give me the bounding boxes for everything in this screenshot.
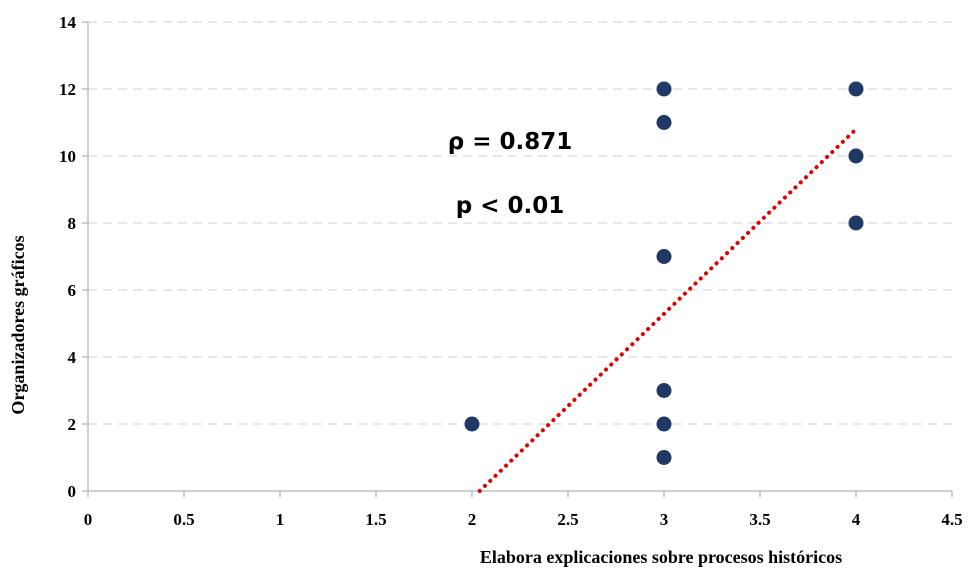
x-tick-label-7: 3.5 [749,510,770,529]
x-tick-label-4: 2 [468,510,477,529]
data-point-6 [656,450,672,465]
data-point-8 [848,148,864,164]
data-point-7 [848,81,864,97]
x-tick-label-3: 1.5 [365,510,386,529]
y-tick-label-7: 14 [59,13,77,32]
y-tick-label-0: 0 [68,482,77,501]
data-point-9 [848,215,864,231]
y-tick-label-2: 4 [68,348,77,367]
trendline [477,127,858,493]
x-tick-label-8: 4 [852,510,861,529]
annotation-rho: ρ = 0.871 [448,129,573,155]
data-point-0 [464,416,480,432]
x-tick-label-9: 4.5 [941,510,962,529]
y-tick-label-5: 10 [59,147,76,166]
y-tick-label-6: 12 [59,80,76,99]
trendline-layer [477,127,858,493]
y-tick-label-4: 8 [68,214,77,233]
x-axis-title: Elabora explicaciones sobre procesos his… [480,547,842,567]
data-point-2 [656,115,672,130]
x-tick-label-1: 0.5 [173,510,194,529]
y-tick-label-3: 6 [68,281,77,300]
data-point-4 [656,383,672,398]
y-axis-title: Organizadores gráficos [8,235,28,414]
x-tick-label-6: 3 [660,510,669,529]
data-point-5 [656,416,672,432]
tick-labels: 0 0.5 1 1.5 2 2.5 3 3.5 4 4.5 0 2 4 6 8 10 12 14 [59,13,963,529]
x-tick-label-0: 0 [84,510,93,529]
y-tick-label-1: 2 [68,415,77,434]
data-point-3 [656,249,672,264]
annotation-p-value: p < 0.01 [456,193,565,219]
data-points [464,81,864,465]
gridlines [88,21,952,425]
x-tick-label-2: 1 [276,510,285,529]
x-tick-label-5: 2.5 [557,510,578,529]
data-point-1 [656,81,672,97]
axes [82,21,953,497]
